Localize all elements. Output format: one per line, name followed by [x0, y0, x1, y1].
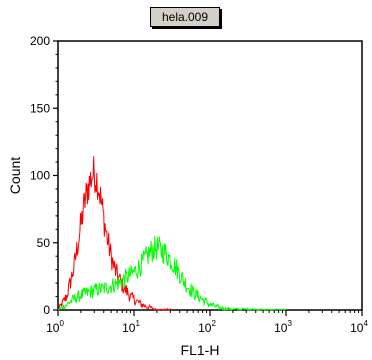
plot-border [57, 40, 363, 311]
x-axis-title: FL1-H [181, 342, 220, 358]
x-tick-label: 102 [198, 319, 216, 335]
y-axis-title: Count [7, 157, 23, 194]
y-tick-label: 0 [43, 303, 50, 317]
y-axis-ticks: 0 50 100 150 200 [30, 34, 58, 317]
x-tick-label: 104 [350, 319, 368, 335]
x-tick-label: 103 [274, 319, 292, 335]
y-tick-label: 50 [37, 236, 51, 250]
y-tick-label: 200 [30, 34, 50, 48]
y-tick-label: 150 [30, 101, 50, 115]
series-line [57, 235, 287, 311]
x-axis-ticks: 100 101 102 103 104 [46, 310, 368, 335]
series-layer [57, 156, 287, 311]
x-tick-label: 100 [46, 319, 64, 335]
y-tick-label: 100 [30, 169, 50, 183]
chart-title: hela.009 [150, 7, 220, 27]
x-tick-label: 101 [122, 319, 140, 335]
plot-frame [57, 40, 363, 311]
series-line [57, 156, 173, 311]
